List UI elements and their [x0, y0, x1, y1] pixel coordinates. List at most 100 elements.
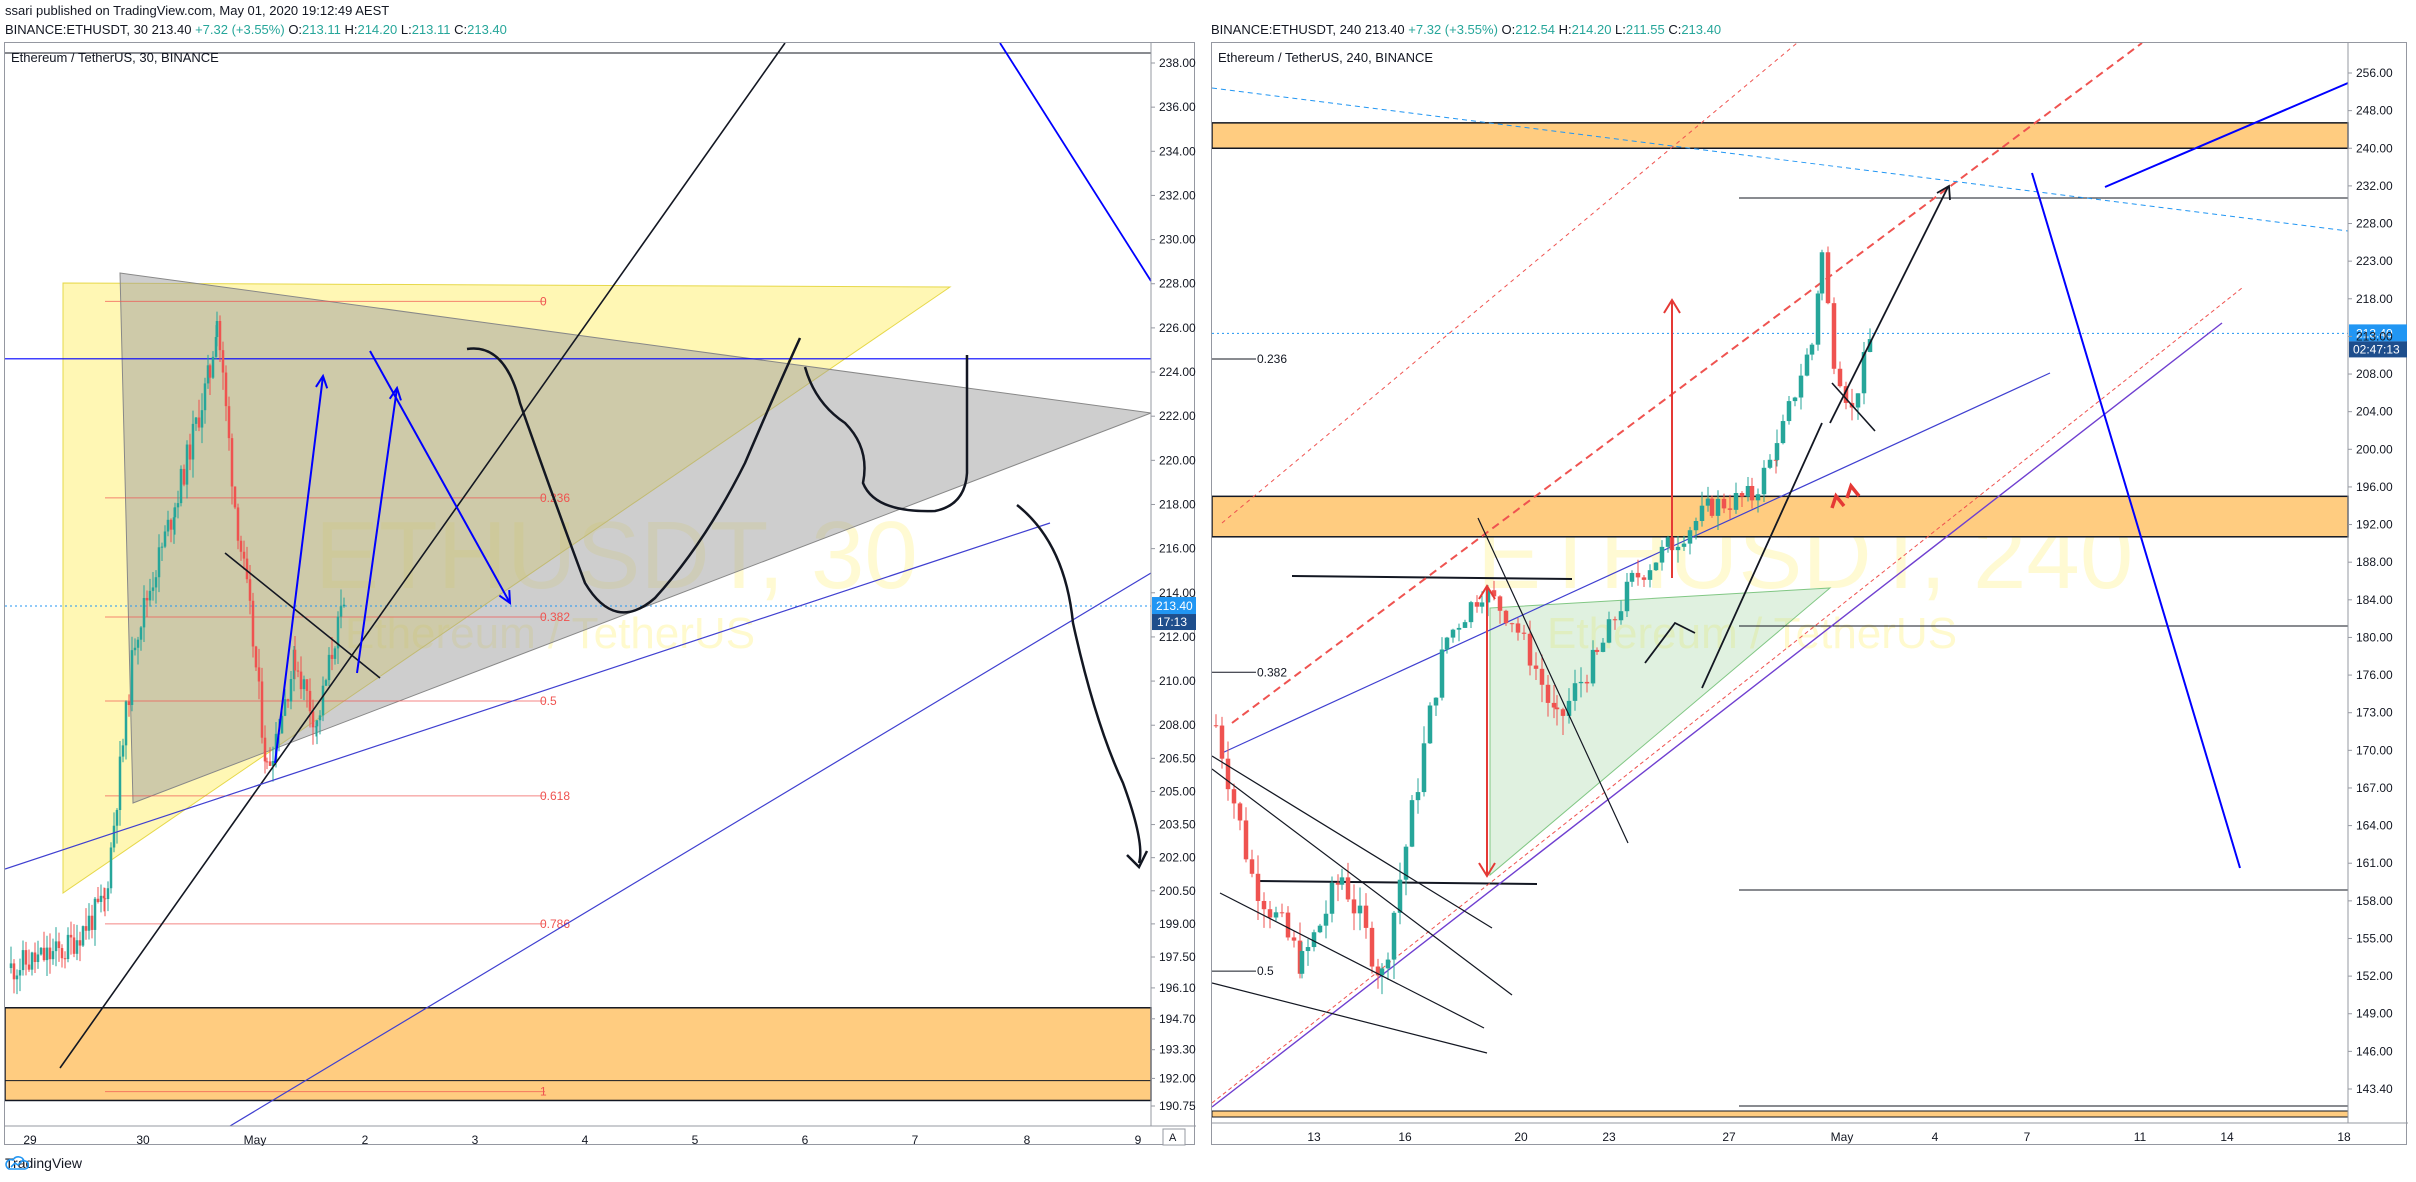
candle-body [15, 975, 19, 980]
candle-body [124, 701, 128, 746]
candle-body [1305, 947, 1311, 952]
candle-body [1225, 758, 1231, 790]
candle-body [176, 503, 180, 508]
candle-body [157, 547, 161, 578]
candle-body [333, 648, 337, 659]
candle-body [145, 597, 149, 601]
candle-body [109, 847, 113, 889]
gray-triangle [119, 272, 1152, 804]
candle-body [1798, 375, 1804, 398]
price-tick-label: 192.00 [2356, 518, 2393, 532]
blue-arrow-up-2 [356, 387, 398, 674]
price-tick-label: 226.00 [1159, 321, 1196, 335]
candle-body [1665, 537, 1671, 547]
candle-body [12, 963, 16, 980]
right-change: +7.32 (+3.55%) [1408, 22, 1498, 37]
price-tick-label: 204.00 [2356, 405, 2393, 419]
candle-body [1804, 354, 1810, 376]
candle-body [136, 639, 140, 648]
candle-body [1792, 397, 1798, 402]
candle-body [1479, 602, 1485, 607]
small-black-arrow [1644, 621, 1696, 664]
price-tick-label: 196.10 [1159, 981, 1196, 995]
time-tick-label: 16 [1398, 1130, 1412, 1144]
price-tick-label: 167.00 [2356, 781, 2393, 795]
price-tick-label: 228.00 [1159, 277, 1196, 291]
fib-label: 0.618 [540, 789, 570, 803]
blue-projection-down [2031, 172, 2241, 869]
candle-body [263, 737, 267, 762]
price-tick-label: 192.00 [1159, 1071, 1196, 1085]
price-tick-label: 256.00 [2356, 66, 2393, 80]
candle-body [173, 507, 177, 518]
time-tick-label: 9 [1135, 1133, 1142, 1146]
tradingview-cloud-icon [5, 1156, 29, 1170]
candle-body [315, 720, 319, 727]
last-price-tag-text: 213.40 [1156, 599, 1193, 613]
candle-body [1780, 421, 1786, 444]
candle-body [185, 444, 189, 485]
candle-body [1379, 968, 1385, 976]
chart-panel-30m[interactable]: ETHUSDT, 30Ethereum / TetherUS00.2360.38… [4, 42, 1196, 1146]
candle-body [24, 950, 28, 965]
candle-body [1403, 846, 1409, 880]
candle-body [1687, 530, 1693, 544]
candle-body [42, 947, 46, 961]
candle-body [308, 690, 312, 712]
right-close: 213.40 [1681, 22, 1722, 37]
time-tick-label: 30 [136, 1133, 150, 1146]
candle-body [1539, 668, 1545, 685]
candle-body [1456, 627, 1462, 630]
tradingview-brand[interactable]: TradingView [5, 1155, 82, 1171]
candle-body [1231, 789, 1237, 804]
candle-body [154, 577, 158, 588]
candle-body [1497, 596, 1503, 611]
candle-body [1786, 401, 1792, 422]
candle-body [221, 350, 225, 373]
candle-body [1267, 909, 1273, 918]
chart-panel-4h[interactable]: ETHUSDT, 240 Ethereum / TetherUS 0.236 0.38… [1211, 42, 2408, 1146]
price-tick-label: 248.00 [2356, 104, 2393, 118]
candle-body [106, 888, 110, 900]
price-tick-label: 170.00 [2356, 743, 2393, 757]
candle-body [63, 958, 67, 960]
candle-body [48, 947, 52, 960]
blue-projection-up [2104, 82, 2349, 188]
price-tick-label: 176.00 [2356, 668, 2393, 682]
time-tick-label: 2 [362, 1133, 369, 1146]
candle-body [1815, 293, 1821, 345]
time-tick-label: 7 [2024, 1130, 2031, 1144]
candle-body [169, 519, 173, 530]
blue-channel-upper [1221, 372, 2051, 754]
candle-body [21, 950, 25, 971]
candle-body [260, 681, 264, 738]
candle-body [327, 654, 331, 681]
candle-body [148, 590, 152, 601]
time-tick-label: 27 [1722, 1130, 1736, 1144]
chart-30m-svg[interactable]: ETHUSDT, 30Ethereum / TetherUS00.2360.38… [5, 43, 1196, 1146]
wedge-line-1 [1212, 755, 1493, 929]
support-zone [5, 1007, 1152, 1102]
candle-body [1721, 498, 1727, 509]
candle-body [1323, 913, 1329, 926]
candle-body [1659, 546, 1665, 563]
price-tick-label: 149.00 [2356, 1007, 2393, 1021]
candle-body [1427, 705, 1433, 744]
candle-body [1439, 649, 1445, 698]
black-short-line [1831, 382, 1876, 432]
price-tick-label: 164.00 [2356, 819, 2393, 833]
candle-body [286, 699, 290, 702]
diagonal-line [1477, 517, 1629, 844]
time-tick-label: 7 [912, 1133, 919, 1146]
chart-title: Ethereum / TetherUS, 240, BINANCE [1218, 50, 1433, 65]
candle-body [1809, 344, 1815, 355]
price-tick-label: 234.00 [1159, 144, 1196, 158]
candle-body [1554, 707, 1560, 710]
candle-body [311, 711, 315, 728]
candle-body [9, 963, 13, 969]
candle-body [1369, 927, 1375, 967]
candle-body [72, 937, 76, 954]
candle-body [102, 895, 106, 899]
candle-body [218, 320, 222, 351]
